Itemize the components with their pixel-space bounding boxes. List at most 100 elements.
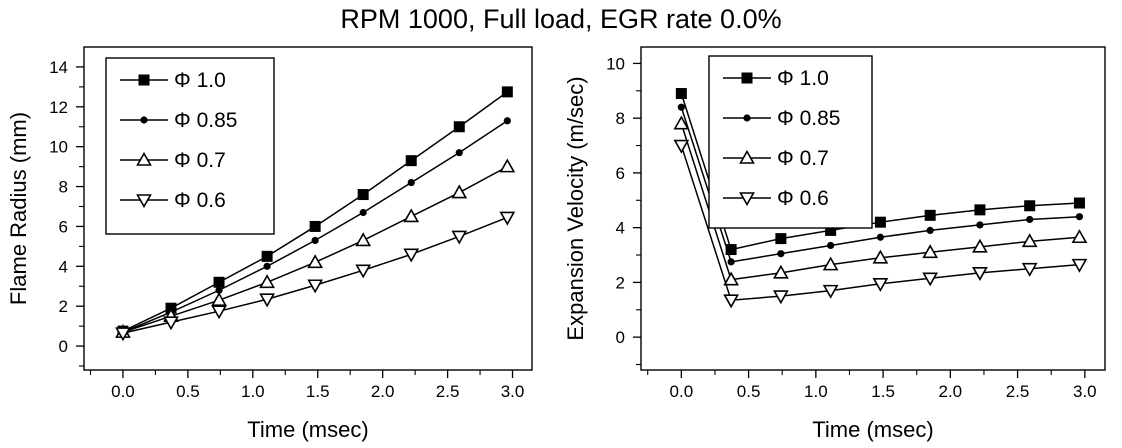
right-chart-x-tick-label: 2.0 bbox=[939, 382, 963, 401]
left-chart-data-point bbox=[115, 327, 131, 342]
right-chart-data-point bbox=[827, 241, 835, 250]
right-chart-data-point bbox=[775, 233, 787, 245]
right-chart-legend-label: Φ 0.85 bbox=[777, 107, 840, 130]
right-chart-data-point bbox=[926, 226, 934, 234]
right-chart-data-point bbox=[677, 103, 685, 111]
left-chart-data-point bbox=[309, 220, 321, 232]
right-chart-y-tick-label: 0 bbox=[616, 328, 625, 347]
right-chart-data-point bbox=[822, 284, 839, 299]
left-chart-data-point bbox=[211, 305, 227, 320]
left-chart-series-0 bbox=[117, 86, 513, 337]
left-chart-legend-marker bbox=[136, 194, 152, 209]
right-chart-data-point bbox=[924, 209, 936, 221]
right-chart-data-point bbox=[872, 249, 889, 264]
right-chart-data-point bbox=[1021, 262, 1038, 277]
right-chart-data-point bbox=[874, 216, 886, 228]
left-chart-data-point bbox=[263, 262, 271, 270]
right-chart-data-point bbox=[1073, 197, 1085, 209]
right-chart-plot-frame bbox=[640, 46, 1106, 371]
left-chart-data-point bbox=[259, 293, 275, 308]
right-chart-legend-marker bbox=[739, 192, 755, 207]
right-chart-data-point bbox=[922, 244, 939, 259]
left-chart-data-point bbox=[261, 250, 273, 262]
right-chart-data-point bbox=[822, 256, 839, 271]
left-chart-data-point bbox=[499, 158, 516, 173]
left-chart-y-tick-label: 0 bbox=[59, 337, 68, 356]
right-chart-x-tick-label: 0.0 bbox=[670, 382, 694, 401]
left-chart-x-tick-label: 3.0 bbox=[501, 382, 525, 401]
left-chart-legend-marker bbox=[140, 116, 148, 124]
right-chart-data-point bbox=[974, 204, 986, 216]
left-chart-data-point bbox=[259, 274, 275, 289]
left-chart-data-point bbox=[163, 316, 179, 331]
right-chart-legend-label: Φ 0.6 bbox=[777, 187, 829, 210]
right-chart-data-point bbox=[976, 221, 984, 229]
right-chart-legend-box bbox=[708, 55, 873, 229]
left-chart-legend-box bbox=[105, 57, 275, 235]
left-chart-x-tick-label: 2.0 bbox=[371, 382, 395, 401]
right-chart-data-point bbox=[1026, 215, 1034, 224]
right-chart-series-1 bbox=[677, 103, 1084, 266]
left-chart-x-tick-label: 0.0 bbox=[111, 382, 135, 401]
right-chart-x-axis-title: Time (msec) bbox=[812, 417, 933, 442]
right-chart-data-point bbox=[723, 294, 739, 309]
left-chart-x-tick-label: 1.0 bbox=[241, 382, 265, 401]
left-chart-y-tick-label: 10 bbox=[49, 138, 68, 157]
right-chart-series-0 bbox=[675, 88, 1085, 256]
left-chart-data-point bbox=[501, 86, 513, 98]
left-chart-y-tick-label: 2 bbox=[59, 297, 68, 316]
left-chart-legend-label: Φ 0.6 bbox=[174, 189, 226, 212]
left-chart-y-axis-title: Flame Radius (mm) bbox=[6, 112, 31, 305]
right-chart-data-point bbox=[1021, 233, 1038, 248]
left-chart-data-point bbox=[499, 211, 516, 226]
right-chart-legend-marker bbox=[741, 72, 753, 84]
right-chart-x-tick-label: 0.5 bbox=[737, 382, 761, 401]
left-chart-data-point bbox=[357, 189, 369, 201]
left-chart-data-point bbox=[453, 121, 465, 133]
left-chart-data-point bbox=[403, 208, 420, 223]
left-chart-legend-label: Φ 1.0 bbox=[174, 69, 226, 92]
left-chart-data-point bbox=[405, 155, 417, 167]
right-chart-x-tick-label: 1.5 bbox=[871, 382, 895, 401]
right-chart-series-2 bbox=[673, 115, 1088, 286]
right-chart-data-point bbox=[773, 290, 789, 305]
right-chart-series-3 bbox=[673, 139, 1088, 309]
right-chart-legend-label: Φ 0.7 bbox=[777, 147, 829, 170]
right-chart-data-point bbox=[825, 224, 837, 236]
left-chart-data-point bbox=[451, 184, 468, 199]
right-chart-data-point bbox=[727, 258, 735, 266]
right-chart-data-point bbox=[675, 88, 687, 100]
chart-title: RPM 1000, Full load, EGR rate 0.0% bbox=[340, 4, 782, 34]
left-chart-legend-label: Φ 0.7 bbox=[174, 149, 226, 172]
left-chart-x-tick-label: 0.5 bbox=[176, 382, 200, 401]
right-chart: 0.0 0.5 1.0 1.5 2.0 2.5 3.0 0 2 4 6 8 10 Time (msec) E… bbox=[563, 46, 1106, 442]
right-chart-data-point bbox=[1071, 229, 1088, 244]
left-chart-data-point bbox=[307, 254, 324, 269]
right-chart-data-point bbox=[876, 233, 884, 241]
left-chart-data-point bbox=[355, 232, 372, 247]
right-chart-data-point bbox=[777, 250, 785, 258]
right-chart-y-tick-label: 10 bbox=[606, 54, 625, 73]
right-chart-data-point bbox=[872, 277, 889, 292]
right-chart-x-tick-label: 3.0 bbox=[1073, 382, 1097, 401]
right-chart-y-tick-label: 6 bbox=[616, 164, 625, 183]
right-chart-data-point bbox=[673, 115, 690, 130]
left-chart: 0.0 0.5 1.0 1.5 2.0 2.5 3.0 0 2 4 6 8 10 12 14 Time (ms… bbox=[6, 46, 533, 442]
right-chart-data-point bbox=[725, 244, 737, 256]
left-chart-data-point bbox=[307, 279, 324, 294]
left-chart-data-point bbox=[455, 149, 463, 157]
left-chart-series-line bbox=[122, 216, 508, 334]
right-chart-data-point bbox=[773, 264, 789, 279]
left-chart-y-tick-label: 12 bbox=[49, 98, 68, 117]
left-chart-y-tick-label: 8 bbox=[59, 178, 68, 197]
left-chart-y-tick-label: 14 bbox=[49, 58, 68, 77]
left-chart-x-tick-label: 2.5 bbox=[436, 382, 460, 401]
left-chart-y-tick-label: 6 bbox=[59, 217, 68, 236]
left-chart-data-point bbox=[215, 286, 223, 294]
right-chart-data-point bbox=[1075, 213, 1084, 221]
right-chart-y-tick-label: 4 bbox=[616, 219, 625, 238]
right-chart-data-point bbox=[673, 139, 690, 154]
right-chart-y-tick-label: 2 bbox=[616, 273, 625, 292]
left-chart-y-tick-label: 4 bbox=[59, 257, 68, 276]
